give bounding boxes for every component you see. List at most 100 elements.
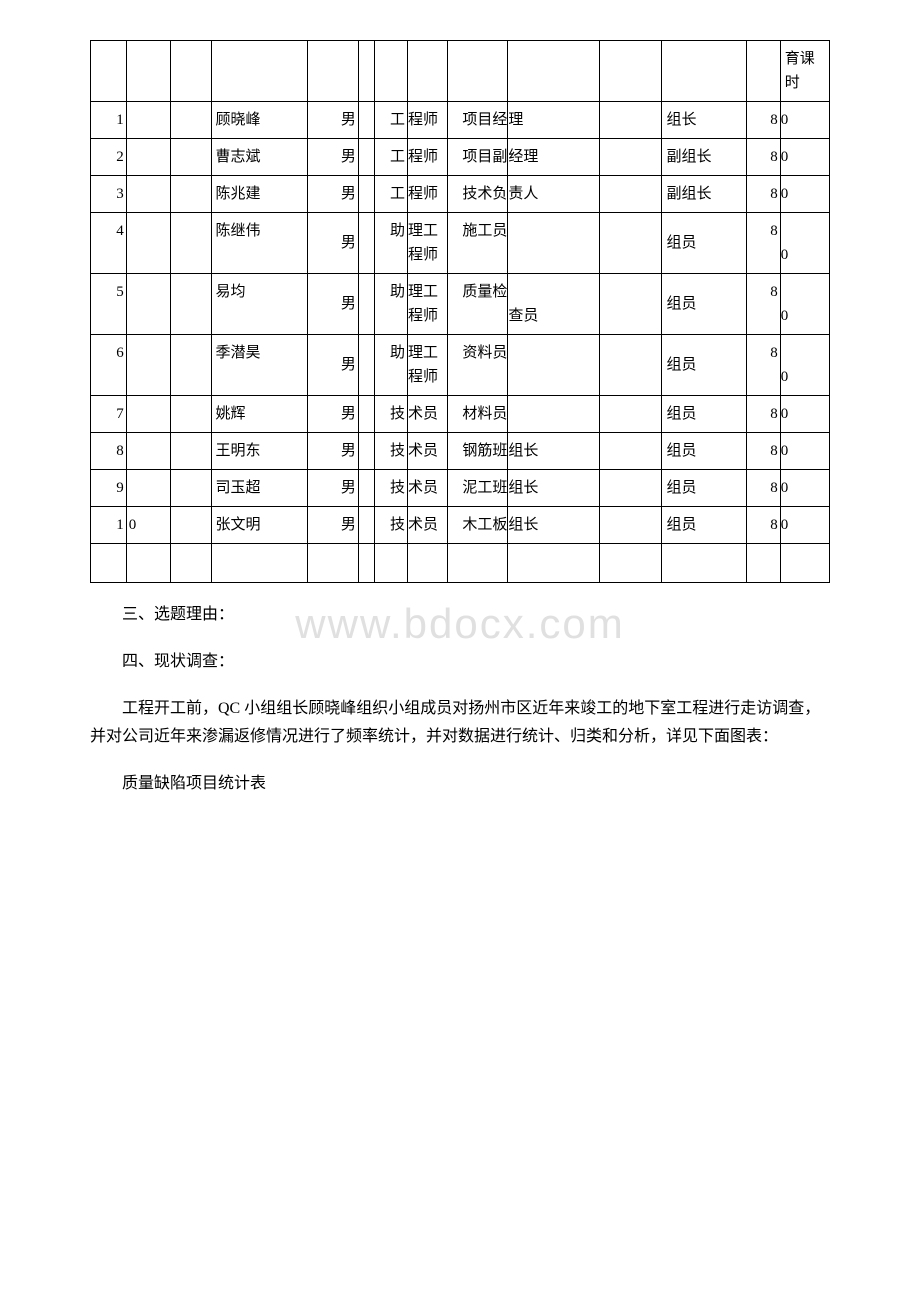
cell-job-b [508, 213, 600, 274]
table-empty-row [91, 544, 830, 583]
cell-job-b [508, 335, 600, 396]
empty-cell [374, 544, 407, 583]
cell-name-a [171, 274, 211, 335]
cell-title-b: 理工程师 [407, 274, 447, 335]
table-row: 10张文明男技术员木工板组长组员80 [91, 507, 830, 544]
cell-name-a [171, 396, 211, 433]
cell-title-a: 工 [374, 176, 407, 213]
cell-idx-a: 8 [91, 433, 127, 470]
cell-role-b: 组员 [662, 396, 747, 433]
section-4-body: 工程开工前，QC 小组组长顾晓峰组织小组成员对扬州市区近年来竣工的地下室工程进行… [90, 695, 830, 753]
cell-gender-a: 男 [307, 139, 358, 176]
cell-idx-b [126, 139, 171, 176]
cell-idx-a: 1 [91, 102, 127, 139]
cell-name-b: 张文明 [211, 507, 307, 544]
cell-job-b: 理 [508, 102, 600, 139]
cell-job-b: 查员 [508, 274, 600, 335]
cell-edu-a: 8 [747, 102, 780, 139]
empty-cell [780, 544, 829, 583]
cell-job-b: 组长 [508, 470, 600, 507]
cell-name-b: 曹志斌 [211, 139, 307, 176]
cell-gender-b [358, 274, 374, 335]
cell-role-b: 组长 [662, 102, 747, 139]
cell-idx-b [126, 102, 171, 139]
cell-idx-b [126, 335, 171, 396]
cell-gender-a: 男 [307, 335, 358, 396]
cell-role-a [599, 274, 662, 335]
cell-edu-a: 8 [747, 139, 780, 176]
cell-gender-a: 男 [307, 470, 358, 507]
cell-gender-a: 男 [307, 213, 358, 274]
cell-edu-a: 8 [747, 335, 780, 396]
cell-title-b: 程师 [407, 102, 447, 139]
cell-role-a [599, 176, 662, 213]
cell-role-a [599, 139, 662, 176]
cell-edu-b: 0 [780, 274, 829, 335]
cell-name-a [171, 507, 211, 544]
table-row: 3陈兆建男工程师技术负责人副组长80 [91, 176, 830, 213]
cell-edu-a: 8 [747, 507, 780, 544]
cell-job-b: 组长 [508, 507, 600, 544]
header-edu-cell: 育课时 [780, 41, 829, 102]
cell-title-b: 程师 [407, 176, 447, 213]
cell-idx-a: 4 [91, 213, 127, 274]
cell-role-a [599, 396, 662, 433]
empty-cell [599, 544, 662, 583]
cell-role-a [599, 433, 662, 470]
cell-job-a: 技术负 [448, 176, 508, 213]
cell-gender-b [358, 213, 374, 274]
cell-title-a: 技 [374, 396, 407, 433]
cell-name-b: 陈兆建 [211, 176, 307, 213]
cell-title-a: 工 [374, 102, 407, 139]
cell-edu-a: 8 [747, 213, 780, 274]
cell-idx-b [126, 396, 171, 433]
cell-edu-b: 0 [780, 335, 829, 396]
cell-gender-a: 男 [307, 274, 358, 335]
empty-cell [307, 544, 358, 583]
cell-gender-b [358, 507, 374, 544]
cell-idx-a: 7 [91, 396, 127, 433]
cell-edu-b: 0 [780, 139, 829, 176]
cell-gender-b [358, 396, 374, 433]
cell-idx-b [126, 176, 171, 213]
empty-cell [662, 544, 747, 583]
cell-title-b: 理工程师 [407, 335, 447, 396]
table-row: 6季潜昊男助理工程师资料员组员80 [91, 335, 830, 396]
cell-name-a [171, 176, 211, 213]
cell-title-a: 技 [374, 470, 407, 507]
cell-title-b: 理工程师 [407, 213, 447, 274]
cell-gender-b [358, 433, 374, 470]
cell-edu-b: 0 [780, 470, 829, 507]
table-row: 4陈继伟男助理工程师施工员组员80 [91, 213, 830, 274]
table-row: 8王明东男技术员钢筋班组长组员80 [91, 433, 830, 470]
cell-idx-b [126, 433, 171, 470]
empty-cell [407, 544, 447, 583]
cell-name-b: 顾晓峰 [211, 102, 307, 139]
cell-gender-b [358, 176, 374, 213]
cell-idx-a: 1 [91, 507, 127, 544]
cell-role-b: 组员 [662, 470, 747, 507]
cell-name-b: 陈继伟 [211, 213, 307, 274]
cell-title-a: 工 [374, 139, 407, 176]
cell-edu-b: 0 [780, 176, 829, 213]
cell-title-a: 技 [374, 433, 407, 470]
cell-name-b: 司玉超 [211, 470, 307, 507]
cell-gender-b [358, 102, 374, 139]
cell-edu-b: 0 [780, 507, 829, 544]
cell-job-a: 资料员 [448, 335, 508, 396]
cell-title-b: 术员 [407, 470, 447, 507]
cell-job-b: 组长 [508, 433, 600, 470]
empty-cell [747, 544, 780, 583]
cell-name-a [171, 102, 211, 139]
table-row: 9司玉超男技术员泥工班组长组员80 [91, 470, 830, 507]
empty-cell [508, 544, 600, 583]
cell-idx-a: 5 [91, 274, 127, 335]
cell-job-a: 项目副 [448, 139, 508, 176]
cell-idx-a: 2 [91, 139, 127, 176]
cell-role-b: 组员 [662, 507, 747, 544]
cell-gender-a: 男 [307, 433, 358, 470]
section-4-heading: 四、现状调查： [90, 648, 830, 677]
cell-name-a [171, 139, 211, 176]
table-row: 7姚辉男技术员材料员组员80 [91, 396, 830, 433]
cell-title-b: 术员 [407, 507, 447, 544]
